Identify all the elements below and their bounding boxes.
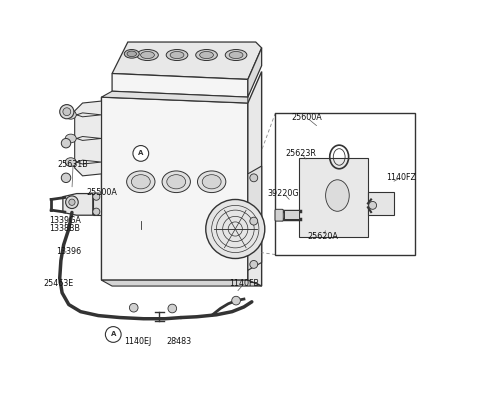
PathPatch shape [75,101,101,176]
Circle shape [250,174,258,182]
Text: 25620A: 25620A [307,231,338,241]
Text: 39220G: 39220G [267,189,299,198]
Bar [299,158,368,237]
Text: 25623R: 25623R [286,149,316,158]
Text: 25463E: 25463E [43,279,73,288]
PathPatch shape [248,48,262,97]
PathPatch shape [101,280,262,286]
Ellipse shape [127,51,136,56]
Bar [368,192,394,215]
Ellipse shape [127,171,155,193]
Circle shape [250,217,258,225]
PathPatch shape [284,211,299,219]
Ellipse shape [65,134,76,143]
PathPatch shape [71,113,101,117]
Circle shape [106,327,121,342]
PathPatch shape [101,91,248,103]
PathPatch shape [63,194,93,215]
Circle shape [232,296,240,305]
Circle shape [66,196,78,209]
Ellipse shape [200,51,214,58]
PathPatch shape [112,73,248,97]
Text: 1338BB: 1338BB [49,224,80,233]
FancyBboxPatch shape [275,209,283,221]
Circle shape [60,105,74,119]
Text: 13396: 13396 [56,247,81,256]
Circle shape [61,173,71,182]
Ellipse shape [137,49,158,60]
Ellipse shape [325,180,349,211]
Circle shape [133,145,149,161]
Ellipse shape [166,49,188,60]
Text: 1140FB: 1140FB [229,279,259,288]
Text: 1339GA: 1339GA [49,216,81,225]
Ellipse shape [202,175,221,189]
Text: 25500A: 25500A [86,188,117,197]
Circle shape [369,201,377,209]
Ellipse shape [65,111,76,119]
Text: 25600A: 25600A [291,113,322,122]
Circle shape [61,139,71,148]
Text: A: A [110,331,116,337]
Text: 1140EJ: 1140EJ [124,337,151,346]
PathPatch shape [101,97,248,280]
Circle shape [130,303,138,312]
Ellipse shape [132,175,150,189]
PathPatch shape [71,137,101,141]
Text: A: A [138,150,144,156]
Ellipse shape [162,171,191,193]
PathPatch shape [112,42,262,79]
PathPatch shape [248,166,262,270]
Ellipse shape [167,175,186,189]
Bar [276,113,415,254]
Ellipse shape [225,49,247,60]
Circle shape [69,199,75,205]
Ellipse shape [229,51,243,58]
Circle shape [168,304,177,313]
Text: 25631B: 25631B [57,160,88,169]
Circle shape [63,108,71,116]
Ellipse shape [170,51,184,58]
PathPatch shape [71,160,101,164]
Ellipse shape [124,49,139,58]
Ellipse shape [196,49,217,60]
Ellipse shape [65,158,76,166]
Text: 1140FZ: 1140FZ [386,173,416,182]
Circle shape [250,260,258,268]
Ellipse shape [141,51,155,58]
Circle shape [93,193,100,200]
Circle shape [93,208,100,215]
PathPatch shape [93,194,101,215]
Circle shape [206,199,265,258]
Ellipse shape [197,171,226,193]
PathPatch shape [248,71,262,286]
Text: 28483: 28483 [167,337,192,346]
